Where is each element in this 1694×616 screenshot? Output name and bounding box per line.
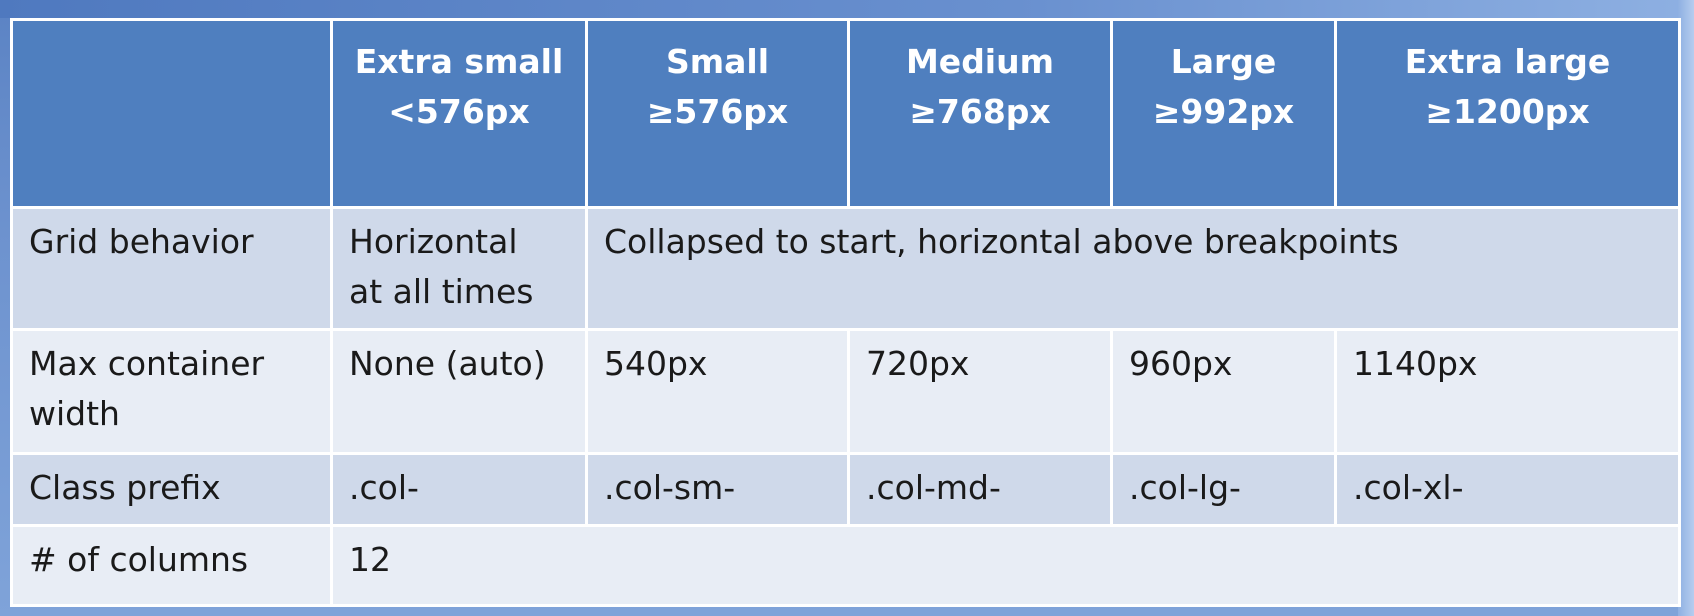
cell-text: Collapsed to start, horizontal above bre… xyxy=(604,222,1399,261)
table-row-number-of-columns: # of columns 12 xyxy=(10,524,1681,607)
cell-text: .col-sm- xyxy=(604,468,736,507)
header-breakpoint: ≥576px xyxy=(646,92,789,131)
table-row-grid-behavior: Grid behavior Horizontal at all times Co… xyxy=(10,206,1681,331)
cell-xs: .col- xyxy=(330,452,588,527)
row-label-text-line: Max container xyxy=(29,344,265,383)
slide-background-edge xyxy=(1678,0,1694,616)
header-breakpoint: <576px xyxy=(388,92,530,131)
row-label: Max container width xyxy=(10,328,333,455)
cell-text-line: Horizontal xyxy=(349,222,518,261)
cell-xs: None (auto) xyxy=(330,328,588,455)
row-label-text: Class prefix xyxy=(29,468,221,507)
table-header-row: Extra small <576px Small ≥576px Medium ≥… xyxy=(10,18,1681,209)
header-extra-large: Extra large ≥1200px xyxy=(1334,18,1681,209)
header-label: Large xyxy=(1170,42,1277,81)
bootstrap-grid-table: Extra small <576px Small ≥576px Medium ≥… xyxy=(10,18,1681,607)
row-label: # of columns xyxy=(10,524,333,607)
header-breakpoint: ≥1200px xyxy=(1425,92,1590,131)
row-label: Grid behavior xyxy=(10,206,333,331)
cell-lg: 960px xyxy=(1110,328,1337,455)
cell-text: 720px xyxy=(866,344,970,383)
cell-text-line: at all times xyxy=(349,272,534,311)
cell-sm: .col-sm- xyxy=(585,452,850,527)
cell-md: .col-md- xyxy=(847,452,1113,527)
cell-text: .col- xyxy=(349,468,419,507)
header-small: Small ≥576px xyxy=(585,18,850,209)
table-row-class-prefix: Class prefix .col- .col-sm- .col-md- .co… xyxy=(10,452,1681,527)
cell-lg: .col-lg- xyxy=(1110,452,1337,527)
row-label-text: # of columns xyxy=(29,540,249,579)
table-row-max-container-width: Max container width None (auto) 540px 72… xyxy=(10,328,1681,455)
slide-background-top xyxy=(0,0,1694,18)
header-medium: Medium ≥768px xyxy=(847,18,1113,209)
header-breakpoint: ≥768px xyxy=(909,92,1051,131)
header-label: Extra large xyxy=(1404,42,1611,81)
cell-text: None (auto) xyxy=(349,344,546,383)
cell-text: 540px xyxy=(604,344,708,383)
cell-sm: 540px xyxy=(585,328,850,455)
cell-md: 720px xyxy=(847,328,1113,455)
cell-xl: .col-xl- xyxy=(1334,452,1681,527)
header-large: Large ≥992px xyxy=(1110,18,1337,209)
cell-text: .col-xl- xyxy=(1353,468,1464,507)
header-extra-small: Extra small <576px xyxy=(330,18,588,209)
cell-sm-to-xl-merged: Collapsed to start, horizontal above bre… xyxy=(585,206,1681,331)
header-empty-cell xyxy=(10,18,333,209)
header-label: Extra small xyxy=(354,42,564,81)
header-label: Small xyxy=(665,42,770,81)
header-breakpoint: ≥992px xyxy=(1152,92,1295,131)
cell-text: .col-lg- xyxy=(1129,468,1241,507)
cell-xs: Horizontal at all times xyxy=(330,206,588,331)
row-label-text: Grid behavior xyxy=(29,222,254,261)
row-label-text-line: width xyxy=(29,394,120,433)
header-label: Medium xyxy=(905,42,1055,81)
cell-xs-to-xl-merged: 12 xyxy=(330,524,1681,607)
cell-text: 1140px xyxy=(1353,344,1478,383)
cell-xl: 1140px xyxy=(1334,328,1681,455)
row-label: Class prefix xyxy=(10,452,333,527)
cell-text: 12 xyxy=(349,540,391,579)
cell-text: 960px xyxy=(1129,344,1233,383)
cell-text: .col-md- xyxy=(866,468,1001,507)
